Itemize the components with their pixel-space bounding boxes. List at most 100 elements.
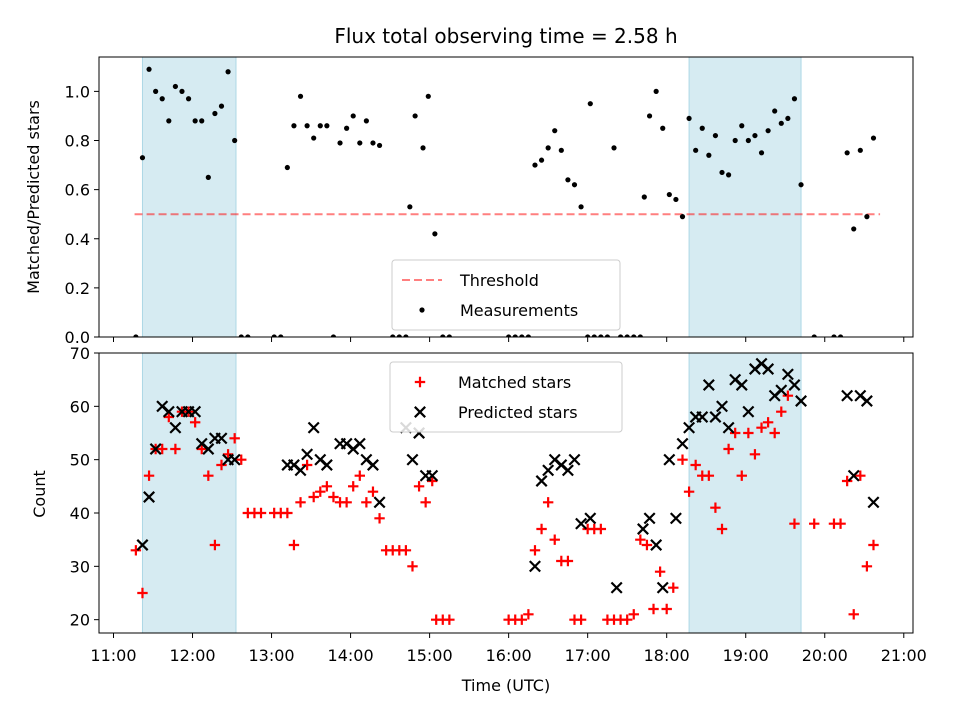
- bottom-series-1-point-63: [595, 523, 607, 535]
- bottom-y-tick-label-4: 50: [70, 451, 90, 470]
- top-series-1-point-60: [591, 334, 597, 337]
- top-series-1-point-4: [153, 88, 159, 94]
- top-series-1-point-15: [225, 69, 231, 75]
- bottom-series-1-point-48: [444, 614, 455, 625]
- bottom-series-2-point-60: [735, 379, 748, 391]
- bottom-series-2-point-28: [366, 459, 379, 471]
- top-y-axis-label: Matched/Predicted stars: [24, 100, 43, 294]
- top-panel: 0.0 0.2 0.4 0.6 0.8 1.0 Threshold Measurements: [65, 56, 914, 347]
- top-series-1-point-92: [798, 182, 804, 188]
- bottom-series-1-point-15: [222, 449, 234, 460]
- bottom-series-1-point-5: [157, 443, 168, 455]
- x-tick-label-9: 19:00: [723, 646, 769, 665]
- top-series-1-point-83: [739, 123, 745, 129]
- top-series-1-point-19: [271, 334, 277, 337]
- bottom-series-1-point-14: [216, 459, 227, 471]
- bottom-y-tick-label-5: 60: [70, 397, 90, 416]
- top-series-1-point-25: [311, 135, 317, 141]
- top-series-1-point-29: [337, 140, 343, 146]
- bottom-series-1-point-85: [743, 427, 754, 439]
- bottom-series-1-point-3: [143, 470, 155, 481]
- top-series-1-point-94: [831, 334, 837, 337]
- bottom-series-1-point-53: [529, 545, 541, 556]
- top-series-1-point-70: [653, 88, 659, 94]
- bottom-series-1-point-71: [648, 603, 659, 615]
- bottom-series-1-point-10: [189, 417, 201, 428]
- bottom-series-2-point-73: [860, 395, 873, 407]
- top-series-1-point-71: [660, 125, 666, 131]
- top-series-1-point-81: [725, 172, 732, 178]
- top-series-1-point-58: [585, 334, 591, 337]
- top-series-1-point-9: [185, 96, 192, 102]
- bottom-series-1-point-93: [809, 518, 820, 529]
- top-series-1-point-76: [693, 147, 699, 153]
- top-series-1-point-51: [538, 157, 545, 163]
- x-axis-label: Time (UTC): [461, 676, 550, 695]
- bottom-series-1-point-12: [203, 470, 214, 481]
- top-series-1-point-68: [641, 194, 647, 200]
- top-series-1-point-26: [317, 123, 323, 129]
- bottom-y-tick-label-3: 40: [70, 504, 90, 523]
- bottom-legend-box: [389, 361, 623, 433]
- top-series-1-point-47: [512, 334, 518, 337]
- bottom-series-2-point-9: [189, 405, 202, 418]
- bottom-plot-frame: [98, 352, 914, 634]
- bottom-series-1-point-16: [229, 433, 240, 444]
- top-legend-measurements-swatch: [419, 307, 425, 313]
- bottom-series-1-point-92: [789, 518, 800, 529]
- bottom-series-2-point-34: [426, 469, 439, 482]
- top-y-tick-label-5: 0.8: [65, 132, 90, 151]
- bottom-series-1-point-30: [328, 491, 339, 503]
- top-series-1-point-97: [851, 226, 857, 232]
- bottom-y-axis-label: Count: [30, 470, 49, 518]
- bottom-series-1-point-77: [690, 459, 701, 471]
- top-series-1-point-46: [506, 334, 512, 337]
- bottom-series-2-point-2: [143, 491, 156, 503]
- top-series-1-point-35: [376, 142, 383, 149]
- bottom-series-2-point-6: [169, 421, 182, 434]
- top-series-1-point-72: [666, 191, 672, 198]
- bottom-series-2-point-37: [542, 464, 555, 477]
- bottom-series-1-point-34: [354, 470, 365, 481]
- bottom-series-1-point-37: [374, 513, 385, 524]
- top-series-1-point-36: [390, 334, 396, 337]
- bottom-y-tick-label-6: 70: [70, 344, 90, 363]
- top-series-1-point-8: [179, 88, 185, 94]
- x-tick-label-3: 13:00: [248, 646, 294, 665]
- bottom-series-1-point-79: [703, 470, 715, 481]
- x-tick-label-6: 16:00: [486, 646, 532, 665]
- bottom-series-2-point-41: [568, 453, 581, 466]
- top-series-1-point-43: [432, 231, 438, 237]
- bottom-series-2-point-45: [637, 523, 649, 535]
- top-y-tick-label-4: 0.6: [65, 181, 90, 200]
- bottom-series-1-point-42: [407, 561, 418, 572]
- x-tick-label-1: 11:00: [90, 646, 136, 665]
- top-series-1-point-82: [732, 137, 738, 144]
- bottom-series-1-point-95: [835, 518, 846, 529]
- bottom-series-1-point-27: [308, 491, 319, 503]
- chart-title: Flux total observing time = 2.58 h: [334, 24, 677, 48]
- bottom-series-2-point-29: [373, 496, 386, 509]
- bottom-series-2-point-51: [676, 437, 689, 450]
- top-series-1-point-7: [172, 83, 178, 90]
- top-data-points: [133, 66, 877, 337]
- top-series-1-point-44: [440, 334, 446, 337]
- bottom-series-1-point-35: [361, 497, 372, 508]
- top-series-1-point-2: [139, 155, 146, 161]
- top-series-1-point-86: [758, 150, 765, 156]
- bottom-series-1-point-73: [661, 603, 672, 615]
- bottom-series-1-point-86: [749, 449, 761, 460]
- top-series-1-point-13: [212, 110, 218, 117]
- top-series-1-point-99: [864, 214, 870, 220]
- bottom-series-2-point-57: [716, 400, 728, 413]
- bottom-series-1-point-80: [710, 502, 721, 513]
- top-series-1-point-63: [611, 145, 617, 151]
- bottom-series-1-point-100: [868, 539, 879, 551]
- x-tick-label-8: 18:00: [644, 646, 690, 665]
- x-tick-label-11: 21:00: [881, 646, 927, 665]
- bottom-series-1-point-56: [549, 534, 560, 545]
- bottom-series-1-point-90: [776, 406, 787, 417]
- top-series-1-point-78: [706, 152, 712, 158]
- bottom-series-2-point-49: [663, 453, 676, 466]
- bottom-series-1-point-13: [209, 539, 221, 551]
